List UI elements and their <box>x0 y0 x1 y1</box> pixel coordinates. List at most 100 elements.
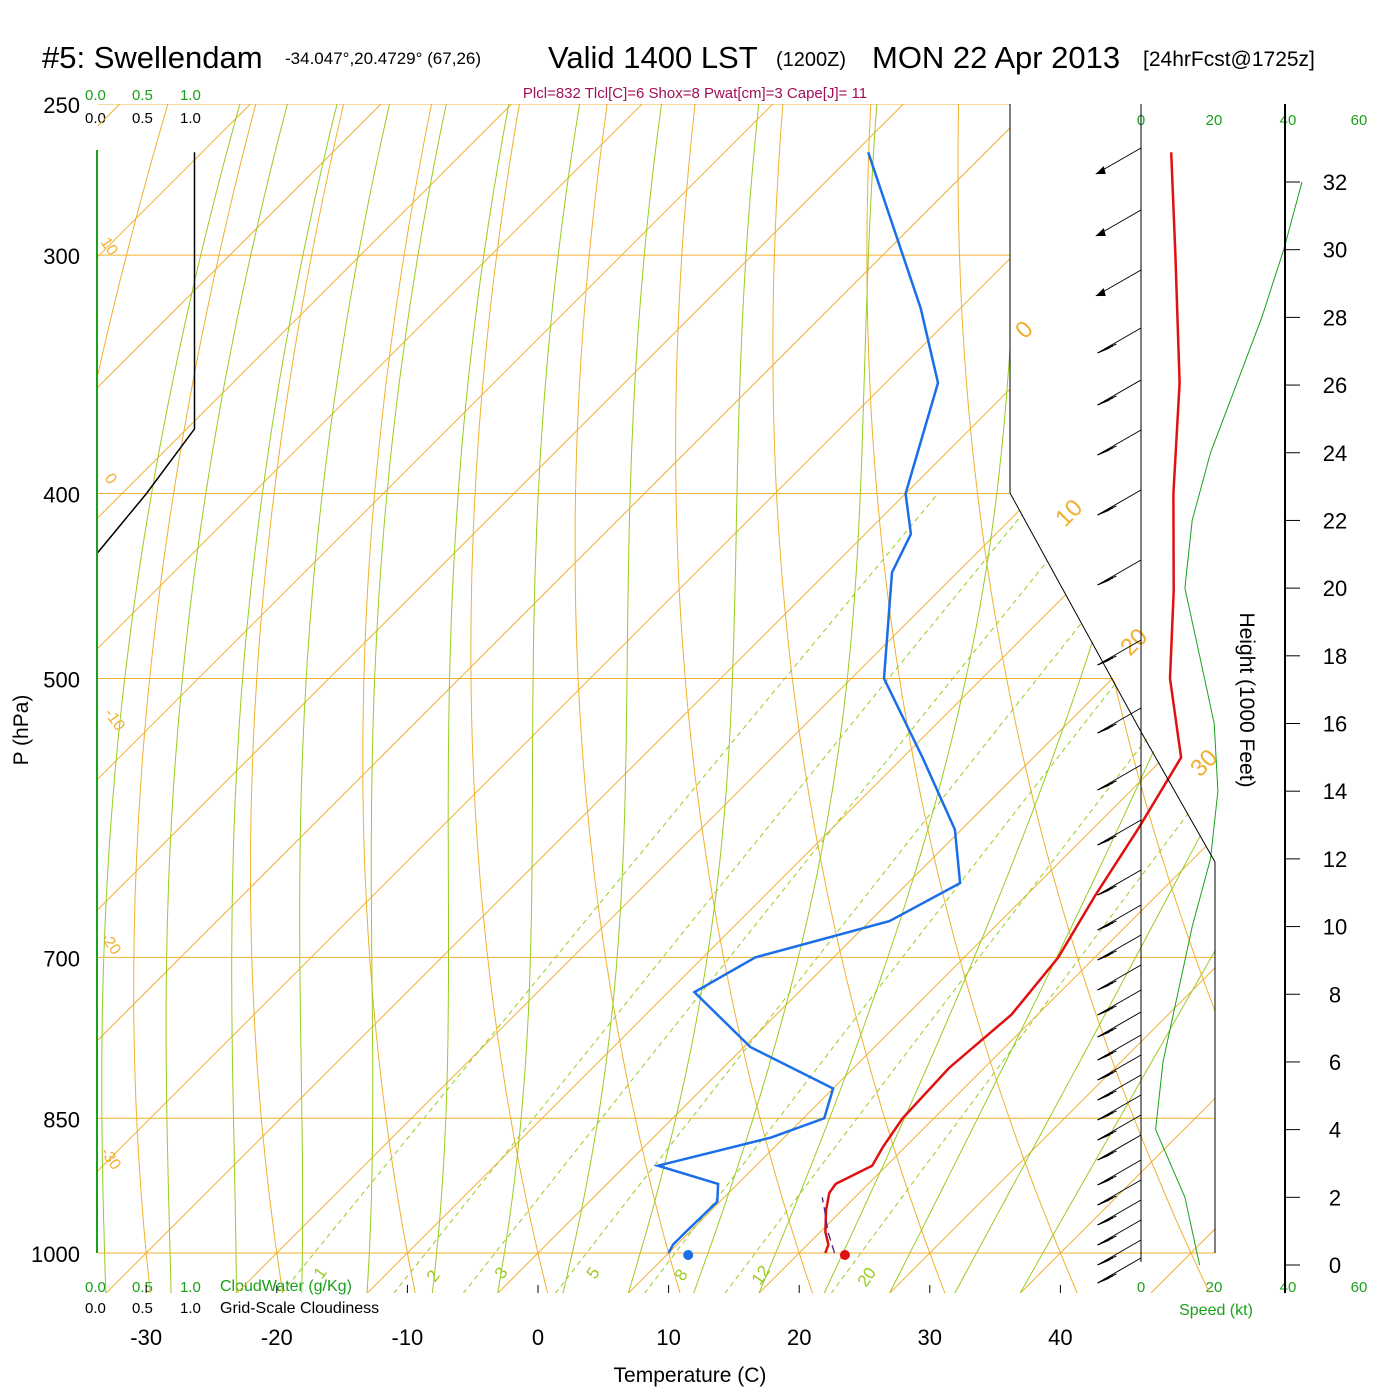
moist-adiabat-line <box>1019 104 1215 1293</box>
isotherm-line <box>236 104 1215 1293</box>
dewpoint-trace <box>653 151 962 1254</box>
zulu-time: (1200Z) <box>776 49 846 71</box>
wind-barb-feather <box>1104 1090 1117 1097</box>
wind-barb-feather <box>1100 1152 1114 1159</box>
wind-barb-feather <box>1104 780 1117 787</box>
wind-barb-feather <box>1097 1009 1110 1016</box>
wind-barb-feather <box>1097 1074 1110 1081</box>
wind-barb-feather <box>1104 1273 1117 1280</box>
wind-barb-feather <box>1104 1150 1117 1157</box>
speed-top-tick-20: 20 <box>1206 112 1223 129</box>
diagram-frame <box>1009 104 1216 1253</box>
wind-barb-feather <box>1097 1239 1110 1246</box>
wind-barb-feather <box>1104 445 1117 452</box>
isotherm-line <box>1150 104 1215 1293</box>
wind-barb-feather <box>1104 1130 1117 1137</box>
height-tick-label: 22 <box>1323 508 1347 533</box>
dry-adiabat-line <box>250 104 345 1293</box>
dry-adiabat-line <box>957 104 1211 1293</box>
dry-adiabat-line <box>1046 104 1215 1293</box>
x-tick-label: 10 <box>656 1325 680 1350</box>
wind-barb-feather <box>1100 725 1114 732</box>
isotherm-line <box>98 104 1035 1293</box>
wind-barb-feather <box>1097 1154 1110 1161</box>
wind-barb-feather <box>1104 1110 1117 1117</box>
isotherm-line <box>98 104 382 1293</box>
wind-barb-feather <box>1100 782 1114 789</box>
cloud-top-black-0: 0.0 <box>85 110 106 127</box>
height-tick-label: 20 <box>1323 576 1347 601</box>
mixing-ratio-label: 2 <box>423 1267 444 1286</box>
height-tick-label: 2 <box>1329 1185 1341 1210</box>
moist-adiabat-line <box>562 104 662 1293</box>
moist-adiabat-line <box>165 104 288 1293</box>
sounding-data <box>96 151 1303 1266</box>
wind-barb-feather <box>1097 1219 1110 1226</box>
wind-barb-feather <box>1097 347 1110 354</box>
wind-barb-feather <box>1104 1050 1117 1057</box>
wind-barb-feather <box>1104 1215 1117 1222</box>
wind-barb-feather <box>1097 1199 1110 1206</box>
height-tick-label: 10 <box>1323 915 1347 940</box>
wind-barb-feather <box>1097 727 1110 734</box>
x-tick-label: 0 <box>532 1325 544 1350</box>
wind-barb-feather <box>1097 449 1110 456</box>
isotherm-label: 20 <box>1115 623 1153 661</box>
pressure-tick-label: 500 <box>43 668 80 693</box>
wind-barb-feather <box>1104 343 1117 350</box>
wind-barb-feather <box>1097 1259 1110 1266</box>
wind-barb-feather <box>1097 1134 1110 1141</box>
wind-speed-profile <box>1155 181 1303 1266</box>
wind-barb-feather <box>1100 447 1114 454</box>
wind-barb-feather <box>1097 509 1110 516</box>
wind-barb-feather <box>1097 1054 1110 1061</box>
dry-adiabat-line <box>675 104 814 1293</box>
height-tick-label: 32 <box>1323 170 1347 195</box>
isotherm-line <box>105 104 1215 1293</box>
moist-adiabat-line <box>366 104 447 1293</box>
isotherm-line <box>497 104 1215 1293</box>
height-tick-label: 12 <box>1323 847 1347 872</box>
wind-barb-feather <box>1097 399 1110 406</box>
wind-barb-feather <box>1100 577 1114 584</box>
cloud-top-green-2: 1.0 <box>180 87 201 104</box>
x-tick-label: 30 <box>918 1325 942 1350</box>
surface-temperature-marker <box>839 1250 850 1260</box>
cloudiness-profile <box>96 152 196 554</box>
isotherm-label: 10 <box>1050 494 1088 532</box>
dry-adiabat-line <box>470 104 549 1293</box>
dry-adiabat-line <box>574 104 681 1293</box>
height-tick-label: 24 <box>1323 441 1347 466</box>
wind-barb-feather <box>1097 1277 1110 1284</box>
wind-barb-feather <box>1100 837 1114 844</box>
dry-adiabat-label: -20 <box>97 930 124 959</box>
moist-adiabat-line <box>431 104 510 1293</box>
isotherm-line <box>1281 104 1400 1293</box>
wind-barb-feather <box>1100 1257 1114 1264</box>
wind-barb-feather <box>1100 1029 1114 1036</box>
wind-barb-flag <box>1095 228 1106 236</box>
wind-barb-feather <box>1100 952 1114 959</box>
dry-adiabat-line <box>1310 104 1400 1293</box>
wind-barb-feather <box>1100 922 1114 929</box>
height-tick-label: 4 <box>1329 1118 1341 1143</box>
wind-barb-feather <box>1100 887 1114 894</box>
speed-bottom-tick-20: 20 <box>1206 1279 1223 1296</box>
mixing-ratio-line <box>462 493 1103 1293</box>
background-grid <box>98 104 1400 1293</box>
x-axis-label: Temperature (C) <box>614 1364 767 1387</box>
wind-barb-feather <box>1104 980 1117 987</box>
height-tick-label: 14 <box>1323 779 1347 804</box>
wind-barb-feather <box>1100 397 1114 404</box>
height-tick-label: 8 <box>1329 982 1341 1007</box>
pressure-tick-label: 1000 <box>31 1242 80 1267</box>
x-tick-label: -20 <box>261 1325 293 1350</box>
height-tick-label: 30 <box>1323 238 1347 263</box>
dry-adiabat-label: 0 <box>101 471 120 488</box>
wind-barb-feather <box>1097 1094 1110 1101</box>
speed-bottom-tick-60: 60 <box>1351 1279 1368 1296</box>
valid-date: MON 22 Apr 2013 <box>872 40 1120 75</box>
surface-dewpoint-marker <box>683 1250 694 1260</box>
wind-barb-feather <box>1104 885 1117 892</box>
